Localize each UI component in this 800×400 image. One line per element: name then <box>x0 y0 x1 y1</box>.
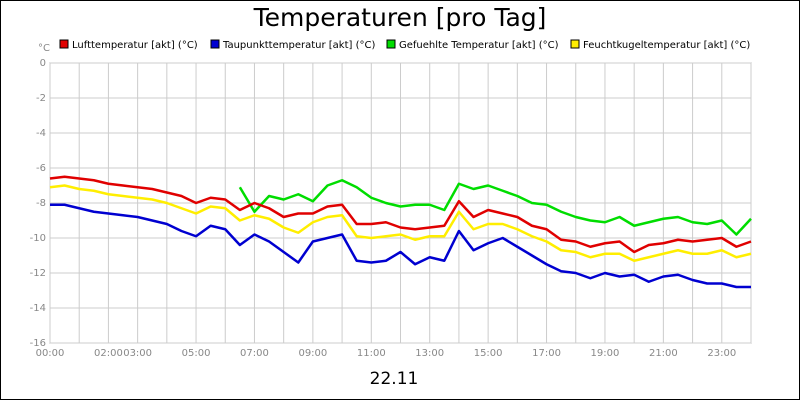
y-unit: °C <box>38 43 50 54</box>
y-tick-label: -2 <box>36 93 46 104</box>
x-tick-label: 07:00 <box>240 348 269 359</box>
series-line <box>49 175 752 254</box>
y-tick-label: -16 <box>30 338 46 349</box>
x-tick-label: 21:00 <box>649 348 678 359</box>
x-tick-label: 09:00 <box>298 348 327 359</box>
series-line <box>49 184 752 262</box>
legend-label: Feuchtkugeltemperatur [akt] (°C) <box>583 40 750 51</box>
series-line <box>50 203 751 289</box>
x-tick-label: 05:00 <box>182 348 211 359</box>
y-tick-label: 0 <box>40 58 46 69</box>
y-tick-label: -12 <box>30 268 46 279</box>
x-tick-label: 17:00 <box>532 348 561 359</box>
legend-swatch <box>570 39 580 49</box>
y-tick-label: -10 <box>30 233 46 244</box>
x-tick-label: 03:00 <box>123 348 152 359</box>
legend-swatch <box>59 39 69 49</box>
x-tick-label: 23:00 <box>707 348 736 359</box>
y-tick-label: -4 <box>36 128 46 139</box>
x-tick-label: 19:00 <box>591 348 620 359</box>
y-tick-label: -8 <box>36 198 46 209</box>
chart-title: Temperaturen [pro Tag] <box>253 3 547 32</box>
series-line <box>238 179 752 236</box>
x-tick-label: 11:00 <box>357 348 386 359</box>
legend-label: Taupunkttemperatur [akt] (°C) <box>222 40 375 51</box>
legend-swatch <box>386 39 396 49</box>
x-tick-label: 15:00 <box>474 348 503 359</box>
y-tick-label: -14 <box>30 303 46 314</box>
x-label: 22.11 <box>370 369 419 389</box>
legend-label: Gefuehlte Temperatur [akt] (°C) <box>399 40 559 51</box>
x-tick-label: 02:00 <box>94 348 123 359</box>
x-tick-label: 13:00 <box>415 348 444 359</box>
y-tick-label: -6 <box>36 163 46 174</box>
x-tick-label: 00:00 <box>36 348 65 359</box>
legend-swatch <box>210 39 220 49</box>
legend-label: Lufttemperatur [akt] (°C) <box>72 40 198 51</box>
